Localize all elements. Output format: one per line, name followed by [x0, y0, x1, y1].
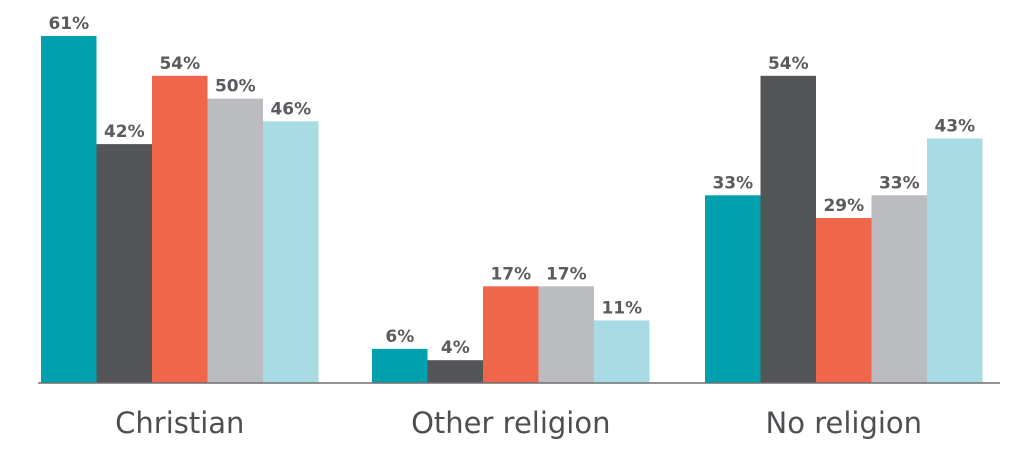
bar-no-religion-series-4	[871, 195, 927, 383]
bar-christian-series-1	[41, 36, 97, 383]
bar-christian-series-2	[96, 144, 152, 383]
bar-value-label: 61%	[48, 14, 89, 34]
bar-christian-series-4	[207, 98, 263, 383]
bar-value-label: 4%	[441, 338, 470, 358]
bar-value-label: 29%	[823, 196, 864, 216]
bar-value-label: 50%	[215, 77, 256, 97]
category-label: Other religion	[411, 406, 610, 440]
category-label: No religion	[766, 406, 922, 440]
category-labels-layer: Christian Other religion No religion	[115, 406, 922, 440]
bar-other-religion-series-1	[372, 348, 428, 383]
bar-value-label: 17%	[490, 264, 531, 284]
bar-value-label: 6%	[385, 327, 414, 347]
bar-no-religion-series-3	[816, 218, 872, 383]
bar-other-religion-series-3	[483, 286, 539, 383]
bar-other-religion-series-2	[427, 360, 483, 383]
bars-layer	[41, 36, 983, 384]
bar-value-label: 54%	[159, 54, 200, 74]
bar-value-label: 33%	[712, 173, 753, 193]
category-label: Christian	[115, 406, 244, 440]
bar-no-religion-series-5	[927, 138, 983, 383]
bar-christian-series-3	[152, 75, 208, 384]
value-labels-layer: 61% 42% 54% 50% 46% 6% 4% 17% 17% 11% 33% 54% 29% 33%…	[48, 14, 975, 358]
bar-christian-series-5	[263, 121, 319, 384]
bar-value-label: 54%	[768, 54, 809, 74]
bar-value-label: 11%	[601, 298, 642, 318]
bar-value-label: 33%	[879, 173, 920, 193]
bar-value-label: 43%	[934, 116, 975, 136]
bar-other-religion-series-5	[594, 320, 650, 383]
bar-no-religion-series-1	[705, 195, 761, 383]
bar-value-label: 46%	[270, 99, 311, 119]
bar-other-religion-series-4	[538, 286, 594, 383]
bar-value-label: 42%	[104, 122, 145, 142]
bar-value-label: 17%	[546, 264, 587, 284]
bar-no-religion-series-2	[760, 75, 816, 384]
